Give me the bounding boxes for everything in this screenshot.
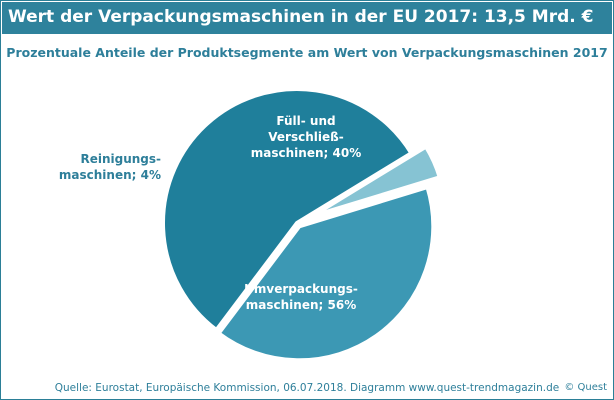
source-footer: Quelle: Eurostat, Europäische Kommission… xyxy=(54,382,560,394)
slice-label-umverpackung: Umverpackungs- maschinen; 56% xyxy=(244,282,358,312)
pie-slice-umverpackung xyxy=(161,87,414,333)
slice-label-fuell-verschliess: Füll- und Verschließ- maschinen; 40% xyxy=(250,114,362,160)
slice-label-reinigung: Reinigungs- maschinen; 4% xyxy=(58,152,161,182)
chart-title: Wert der Verpackungsmaschinen in der EU … xyxy=(8,7,594,27)
pie-slice-fuell-verschliess xyxy=(216,185,436,363)
title-bar: Wert der Verpackungsmaschinen in der EU … xyxy=(2,2,612,34)
copyright: © Quest xyxy=(564,382,607,393)
pie-slice-reinigung xyxy=(309,144,442,219)
chart-subtitle: Prozentuale Anteile der Produktsegmente … xyxy=(6,45,608,60)
